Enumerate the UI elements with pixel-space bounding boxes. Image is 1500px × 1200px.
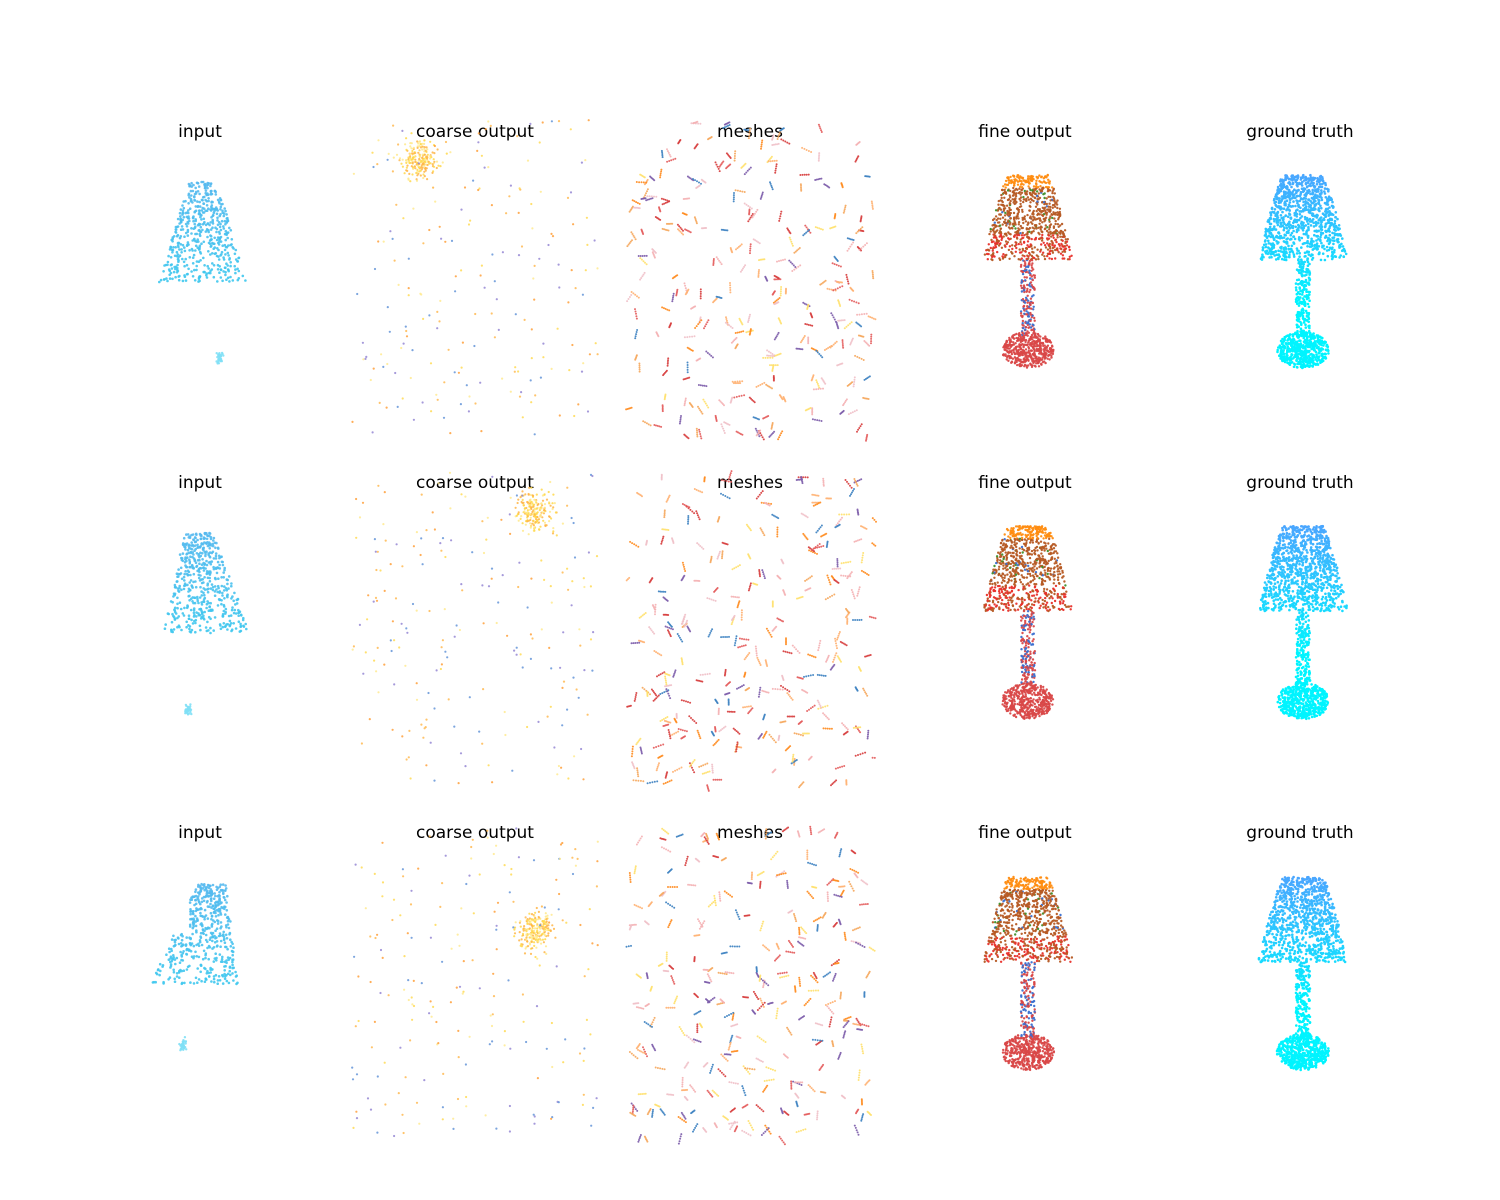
panel-title-meshes: meshes bbox=[717, 823, 783, 843]
panel-title-coarse-output: coarse output bbox=[416, 122, 534, 142]
row-3: input coarse output meshes fine output g… bbox=[151, 823, 1354, 1146]
meshes-point-cloud bbox=[625, 825, 876, 1146]
fine-output-point-cloud bbox=[983, 524, 1073, 720]
panel-title-fine-output: fine output bbox=[978, 122, 1072, 142]
panel-title-ground-truth: ground truth bbox=[1246, 122, 1353, 142]
panel-title-input: input bbox=[178, 823, 222, 843]
input-point-cloud bbox=[151, 882, 239, 1052]
panel-title-coarse-output: coarse output bbox=[416, 823, 534, 843]
row-2: input coarse output meshes fine output g… bbox=[163, 470, 1354, 792]
panel-title-input: input bbox=[178, 122, 222, 142]
coarse-output-point-cloud bbox=[351, 827, 599, 1138]
panel-title-coarse-output: coarse output bbox=[416, 473, 534, 493]
row-1: input coarse output meshes fine output g… bbox=[158, 119, 1354, 442]
panel-title-fine-output: fine output bbox=[978, 473, 1072, 493]
input-point-cloud bbox=[158, 180, 247, 365]
panel-title-ground-truth: ground truth bbox=[1246, 823, 1353, 843]
fine-output-point-cloud bbox=[983, 875, 1074, 1072]
fine-output-point-cloud bbox=[983, 173, 1073, 369]
panel-title-meshes: meshes bbox=[717, 473, 783, 493]
panel-title-ground-truth: ground truth bbox=[1246, 473, 1353, 493]
ground-truth-point-cloud bbox=[1259, 524, 1348, 721]
coarse-output-point-cloud bbox=[351, 119, 599, 436]
input-point-cloud bbox=[163, 531, 248, 716]
meshes-point-cloud bbox=[625, 470, 877, 792]
coarse-output-point-cloud bbox=[351, 471, 599, 785]
ground-truth-point-cloud bbox=[1257, 875, 1347, 1072]
meshes-point-cloud bbox=[625, 120, 877, 442]
ground-truth-point-cloud bbox=[1259, 173, 1348, 370]
panel-title-input: input bbox=[178, 473, 222, 493]
panel-title-fine-output: fine output bbox=[978, 823, 1072, 843]
